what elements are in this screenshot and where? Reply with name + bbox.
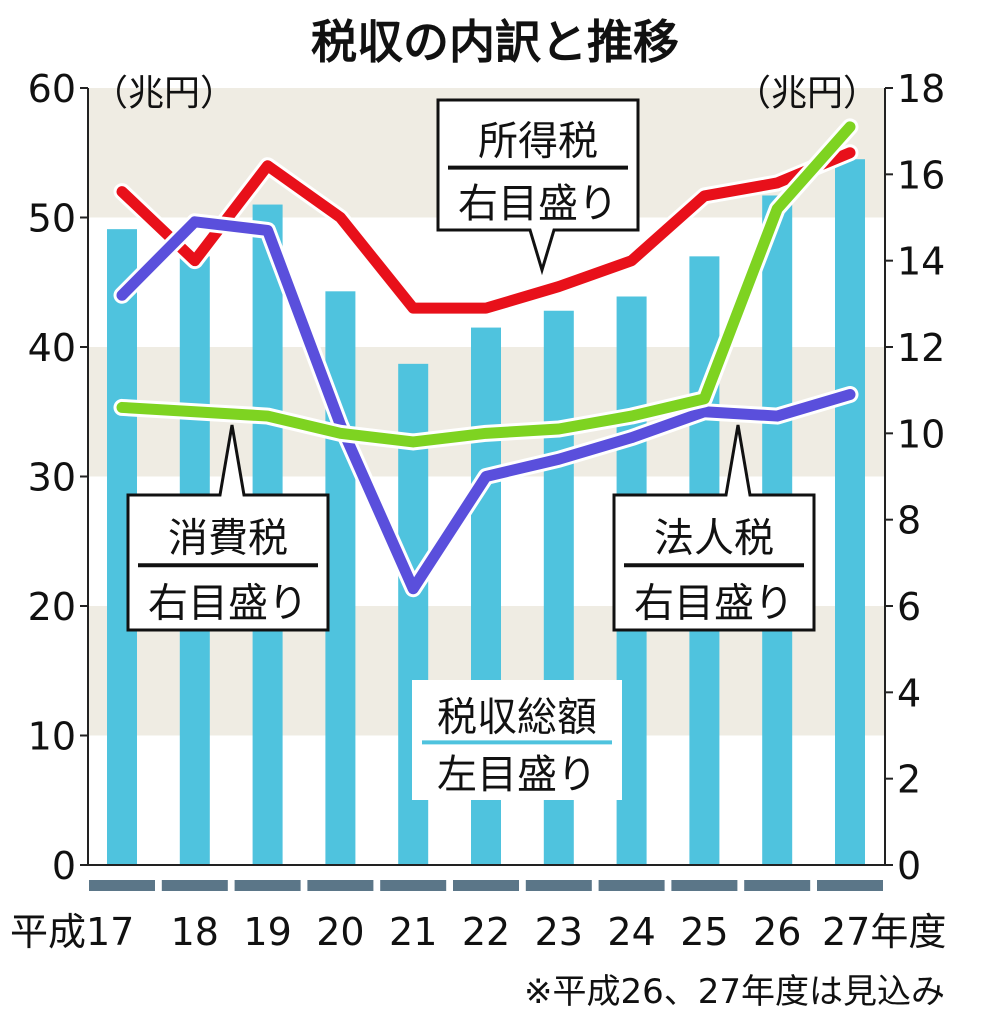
left-tick-label: 50 bbox=[28, 197, 76, 241]
callout-box-消費税 bbox=[126, 424, 330, 632]
right-tick-label: 0 bbox=[897, 844, 921, 888]
left-tick-label: 60 bbox=[28, 67, 76, 111]
left-tick-label: 30 bbox=[28, 456, 76, 500]
callout-sub-税収総額: 左目盛り bbox=[437, 752, 597, 798]
x-category-bar bbox=[89, 880, 155, 891]
x-tick-label: 23 bbox=[535, 910, 583, 954]
callout-title-消費税: 消費税 bbox=[168, 516, 288, 562]
right-tick-label: 4 bbox=[897, 671, 921, 715]
right-tick-label: 18 bbox=[897, 67, 945, 111]
callout-sub-所得税: 右目盛り bbox=[458, 181, 618, 227]
note: ※平成26、27年度は見込み bbox=[524, 972, 945, 1012]
right-tick-label: 16 bbox=[897, 153, 945, 197]
x-category-bar bbox=[671, 880, 738, 891]
x-category-bar bbox=[744, 880, 811, 891]
x-category-bar bbox=[598, 880, 665, 891]
x-category-bar bbox=[817, 880, 883, 891]
x-tick-label: 26 bbox=[753, 910, 801, 954]
x-tick-label: 24 bbox=[607, 910, 655, 954]
callout-box-税収総額 bbox=[412, 680, 622, 800]
line-所得税 bbox=[116, 147, 856, 314]
line-消費税 bbox=[116, 121, 856, 448]
right-tick-label: 10 bbox=[897, 412, 945, 456]
x-tick-label: 19 bbox=[243, 910, 291, 954]
callout-box-所得税 bbox=[436, 98, 640, 276]
x-tick-label: 21 bbox=[389, 910, 437, 954]
callout-title-法人税: 法人税 bbox=[654, 516, 774, 562]
x-category-bar bbox=[453, 880, 519, 891]
callout-sub-消費税: 右目盛り bbox=[148, 581, 308, 627]
callout-title-所得税: 所得税 bbox=[478, 119, 598, 165]
chart-title: 税収の内訳と推移 bbox=[311, 15, 679, 69]
x-tick-label: 20 bbox=[316, 910, 364, 954]
x-tick-label: 27年度 bbox=[822, 910, 946, 954]
x-category-bar bbox=[307, 880, 374, 891]
right-unit-label: （兆円） bbox=[735, 73, 879, 114]
x-category-bar bbox=[380, 880, 447, 891]
callout-sub-法人税: 右目盛り bbox=[634, 581, 794, 627]
x-tick-label: 平成17 bbox=[10, 910, 134, 954]
right-tick-label: 8 bbox=[897, 499, 921, 543]
left-unit-label: （兆円） bbox=[92, 73, 236, 114]
right-tick-label: 6 bbox=[897, 585, 921, 629]
x-category-bar bbox=[525, 880, 592, 891]
right-tick-label: 2 bbox=[897, 758, 921, 802]
x-category-bar bbox=[161, 880, 228, 891]
left-tick-label: 20 bbox=[28, 585, 76, 629]
x-tick-label: 22 bbox=[462, 910, 510, 954]
left-tick-label: 10 bbox=[28, 715, 76, 759]
left-tick-label: 0 bbox=[52, 844, 76, 888]
x-tick-label: 18 bbox=[171, 910, 219, 954]
callout-box-法人税 bbox=[612, 424, 816, 632]
bar-27年度 bbox=[835, 159, 865, 866]
left-tick-label: 40 bbox=[28, 326, 76, 370]
callout-title-税収総額: 税収総額 bbox=[437, 694, 597, 740]
right-tick-label: 12 bbox=[897, 326, 945, 370]
x-category-bar bbox=[234, 880, 301, 891]
right-tick-label: 14 bbox=[897, 240, 945, 284]
x-tick-label: 25 bbox=[680, 910, 728, 954]
line-法人税 bbox=[116, 216, 856, 595]
